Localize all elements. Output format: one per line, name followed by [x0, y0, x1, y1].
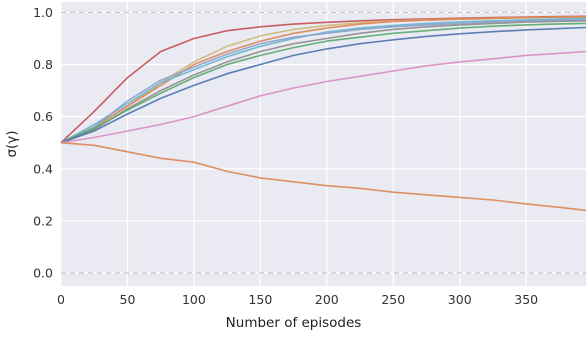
x-tick-label: 200 [315, 292, 339, 307]
x-tick-label: 0 [57, 292, 65, 307]
series-line-3 [60, 16, 586, 144]
x-tick-label: 100 [182, 292, 206, 307]
y-tick-label: 0.2 [33, 213, 53, 228]
y-tick-label: 0.6 [33, 109, 53, 124]
x-tick-label: 150 [248, 292, 272, 307]
y-tick-labels: 0.0 0.2 0.4 0.6 0.8 1.0 [33, 5, 53, 281]
x-tick-labels: 0 50 100 150 200 250 300 350 [57, 292, 538, 307]
y-tick-label: 0.4 [33, 161, 53, 176]
series-line-10 [60, 141, 586, 212]
x-tick-label: 50 [120, 292, 136, 307]
series-line-4 [60, 17, 586, 144]
y-tick-label: 1.0 [33, 5, 53, 20]
y-tick-label: 0.8 [33, 57, 53, 72]
x-tick-label: 300 [448, 292, 472, 307]
series-line-6 [60, 20, 586, 144]
series-lines [60, 15, 586, 212]
series-line-9 [60, 50, 586, 144]
x-tick-label: 250 [381, 292, 405, 307]
series-line-8 [60, 26, 586, 144]
x-axis-label: Number of episodes [226, 315, 362, 331]
series-line-5 [60, 18, 586, 144]
x-tick-label: 350 [514, 292, 538, 307]
y-tick-label: 0.0 [33, 265, 53, 280]
reference-lines [61, 11, 586, 274]
plot-background [61, 2, 586, 286]
y-axis-label: σ(γ) [4, 130, 20, 157]
series-line-7 [60, 22, 586, 144]
